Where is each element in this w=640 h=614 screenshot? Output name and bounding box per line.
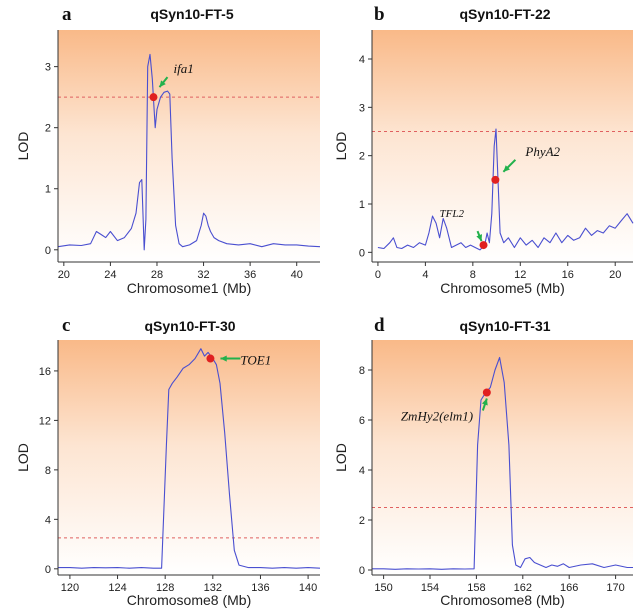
y-tick-label: 3 [359, 102, 365, 114]
y-tick-label: 1 [359, 199, 365, 211]
y-tick-label: 4 [359, 465, 365, 477]
x-tick-label: 24 [104, 269, 116, 281]
y-tick-label: 3 [45, 62, 51, 74]
y-tick-label: 2 [359, 515, 365, 527]
x-axis-label: Chromosome8 (Mb) [440, 592, 564, 608]
gene-label: PhyA2 [524, 144, 560, 159]
panel-letter: d [374, 315, 385, 336]
x-axis-label: Chromosome1 (Mb) [127, 280, 251, 296]
x-tick-label: 140 [299, 582, 317, 594]
panel-letter: a [62, 4, 72, 25]
lod-curve [372, 356, 633, 570]
y-axis-label: LOD [15, 132, 31, 161]
x-tick-label: 12 [514, 269, 526, 281]
y-axis-label: LOD [333, 443, 349, 472]
gene-label: ZmHy2(elm1) [401, 409, 473, 424]
x-tick-label: 120 [61, 582, 79, 594]
x-tick-label: 170 [606, 582, 624, 594]
x-tick-label: 154 [421, 582, 439, 594]
panel-c: c qSyn10-FT-30 120 124 128 132 136 140 0 4 8 12 16 Ch… [15, 315, 321, 608]
x-axis-label: Chromosome5 (Mb) [440, 280, 564, 296]
gene-marker [206, 354, 215, 363]
x-tick-label: 162 [514, 582, 532, 594]
y-tick-label: 1 [45, 184, 51, 196]
y-tick-label: 2 [359, 151, 365, 163]
y-tick-label: 8 [45, 465, 51, 477]
x-tick-label: 20 [609, 269, 621, 281]
y-tick-label: 0 [359, 565, 365, 577]
x-tick-label: 0 [375, 269, 381, 281]
marker-arrow-head [220, 355, 227, 362]
y-tick-label: 4 [45, 514, 51, 526]
x-tick-label: 32 [197, 269, 209, 281]
x-tick-label: 136 [251, 582, 269, 594]
x-tick-label: 16 [562, 269, 574, 281]
x-tick-label: 8 [470, 269, 476, 281]
y-axis-label: LOD [15, 443, 31, 472]
y-tick-label: 16 [39, 366, 51, 378]
x-axis-label: Chromosome8 (Mb) [127, 592, 251, 608]
y-tick-label: 6 [359, 415, 365, 427]
x-tick-label: 166 [560, 582, 578, 594]
y-tick-label: 2 [45, 123, 51, 135]
gene-label: TOE1 [240, 353, 271, 368]
panel-title: qSyn10-FT-31 [459, 318, 550, 334]
plot-background [58, 340, 320, 575]
plot-background [372, 30, 633, 262]
x-tick-label: 4 [422, 269, 428, 281]
x-tick-label: 20 [58, 269, 70, 281]
y-tick-label: 12 [39, 415, 51, 427]
panel-letter: b [374, 4, 385, 25]
x-tick-label: 150 [374, 582, 392, 594]
marker-arrow-head [476, 234, 483, 242]
panel-title: qSyn10-FT-22 [459, 6, 550, 22]
gene-label: ifa1 [173, 61, 193, 76]
x-tick-label: 28 [151, 269, 163, 281]
marker-arrow-head [159, 80, 166, 88]
lod-curve [58, 348, 321, 569]
y-tick-label: 0 [45, 245, 51, 257]
marker-arrow-head [481, 398, 488, 406]
gene-marker [149, 93, 158, 102]
gene-marker [491, 175, 500, 184]
gene-label: TFL2 [440, 208, 465, 220]
plot-background [58, 30, 320, 262]
panel-d: d qSyn10-FT-31 150 154 158 162 166 170 0 2 4 6 8 Chro… [333, 315, 633, 608]
y-tick-label: 4 [359, 54, 365, 66]
panel-title: qSyn10-FT-5 [150, 6, 233, 22]
x-tick-label: 128 [156, 582, 174, 594]
x-tick-label: 124 [108, 582, 126, 594]
x-tick-label: 132 [204, 582, 222, 594]
x-tick-label: 36 [244, 269, 256, 281]
x-tick-label: 158 [467, 582, 485, 594]
x-tick-label: 40 [291, 269, 303, 281]
panel-letter: c [62, 315, 70, 336]
y-tick-label: 0 [45, 564, 51, 576]
gene-marker [482, 388, 491, 397]
marker-arrow-head [503, 165, 510, 172]
y-axis-label: LOD [333, 132, 349, 161]
gene-marker [479, 241, 488, 250]
plot-background [372, 340, 633, 575]
y-tick-label: 8 [359, 365, 365, 377]
lod-curve [57, 53, 321, 251]
y-tick-label: 0 [359, 247, 365, 259]
panel-a: a qSyn10-FT-5 20 24 28 32 36 40 0 1 2 3 Chromosome1 … [15, 4, 321, 296]
panel-title: qSyn10-FT-30 [144, 318, 235, 334]
